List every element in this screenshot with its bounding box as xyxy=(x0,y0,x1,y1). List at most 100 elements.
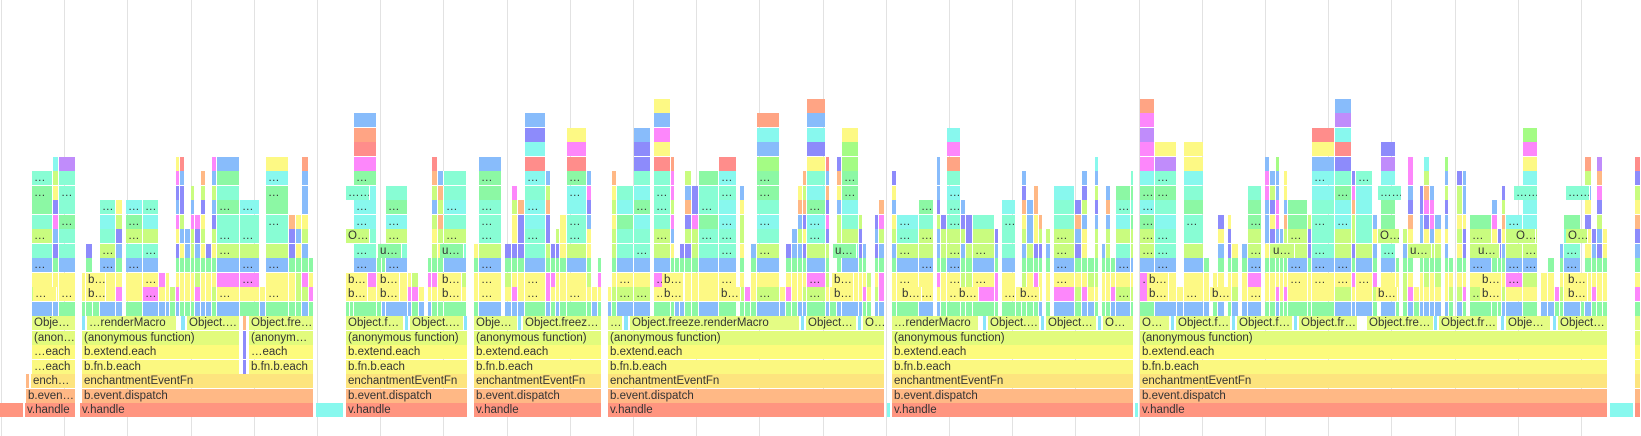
call-frame[interactable]: … xyxy=(100,258,116,272)
call-frame[interactable] xyxy=(757,113,780,127)
call-frame[interactable] xyxy=(654,243,671,258)
call-frame[interactable] xyxy=(685,258,692,272)
call-frame[interactable] xyxy=(201,287,206,301)
call-frame[interactable]: …fn xyxy=(346,185,370,200)
call-frame[interactable] xyxy=(195,301,201,316)
call-frame[interactable] xyxy=(1523,156,1538,171)
call-frame[interactable] xyxy=(1265,200,1270,214)
call-frame[interactable] xyxy=(1232,301,1239,316)
call-frame[interactable] xyxy=(803,214,807,229)
call-frame[interactable] xyxy=(1232,287,1239,301)
call-frame[interactable] xyxy=(1445,214,1449,229)
call-frame[interactable]: … xyxy=(842,185,859,200)
call-frame[interactable]: … xyxy=(354,214,377,229)
call-frame[interactable] xyxy=(53,185,59,200)
call-frame[interactable] xyxy=(1308,258,1312,272)
call-frame[interactable] xyxy=(1242,243,1248,258)
call-frame[interactable] xyxy=(654,127,671,142)
call-frame[interactable] xyxy=(243,359,247,374)
call-frame[interactable] xyxy=(1242,301,1248,316)
call-frame[interactable] xyxy=(1039,214,1043,229)
call-frame[interactable] xyxy=(1445,243,1449,258)
call-frame[interactable] xyxy=(1502,200,1506,214)
call-frame[interactable] xyxy=(525,127,546,142)
call-frame[interactable]: Object.f… xyxy=(1176,316,1231,330)
call-frame[interactable] xyxy=(859,258,863,272)
call-frame[interactable] xyxy=(1276,287,1280,301)
call-frame[interactable]: … xyxy=(1523,258,1538,272)
call-frame[interactable] xyxy=(617,229,634,243)
call-frame[interactable] xyxy=(1435,214,1442,229)
call-frame[interactable] xyxy=(1408,272,1414,287)
call-frame[interactable]: (anonym… xyxy=(249,330,314,345)
call-frame[interactable] xyxy=(53,243,59,258)
call-frame[interactable] xyxy=(1102,301,1106,316)
call-frame[interactable] xyxy=(432,243,438,258)
call-frame[interactable] xyxy=(1597,200,1603,214)
call-frame[interactable]: … xyxy=(1356,171,1373,185)
call-frame[interactable] xyxy=(671,200,675,214)
call-frame[interactable]: (anonymous function) xyxy=(1140,330,1608,345)
call-frame[interactable] xyxy=(1022,229,1027,243)
call-frame[interactable] xyxy=(961,243,966,258)
call-frame[interactable] xyxy=(671,185,675,200)
call-frame[interactable] xyxy=(859,272,863,287)
call-frame[interactable] xyxy=(1523,214,1538,229)
call-frame[interactable] xyxy=(1424,200,1430,214)
call-frame[interactable]: … xyxy=(59,185,76,200)
call-frame[interactable]: b.fn.b.each xyxy=(82,359,240,374)
call-frame[interactable] xyxy=(1373,214,1378,229)
call-frame[interactable] xyxy=(560,214,567,229)
call-frame[interactable] xyxy=(1312,156,1335,171)
call-frame[interactable] xyxy=(837,214,842,229)
call-frame[interactable] xyxy=(1228,229,1232,243)
call-frame[interactable] xyxy=(961,258,966,272)
call-frame[interactable] xyxy=(937,272,941,287)
call-frame[interactable] xyxy=(842,142,859,156)
call-frame[interactable] xyxy=(116,287,123,301)
call-frame[interactable]: … xyxy=(1054,229,1075,243)
call-frame[interactable] xyxy=(1027,200,1034,214)
call-frame[interactable]: … xyxy=(1248,287,1262,301)
call-frame[interactable] xyxy=(296,243,302,258)
call-frame[interactable] xyxy=(1585,287,1592,301)
call-frame[interactable] xyxy=(1581,301,1585,316)
call-frame[interactable] xyxy=(1034,229,1039,243)
call-frame[interactable]: … xyxy=(479,214,502,229)
call-frame[interactable] xyxy=(1420,287,1424,301)
call-frame[interactable] xyxy=(296,272,302,287)
call-frame[interactable] xyxy=(842,229,859,243)
call-frame[interactable] xyxy=(1034,272,1039,287)
call-frame[interactable] xyxy=(206,272,212,287)
call-frame[interactable] xyxy=(1597,156,1603,171)
call-frame[interactable] xyxy=(798,185,803,200)
call-frame[interactable] xyxy=(941,272,947,287)
call-frame[interactable] xyxy=(1430,301,1435,316)
call-frame[interactable] xyxy=(354,156,377,171)
call-frame[interactable] xyxy=(201,301,206,316)
call-frame[interactable]: … xyxy=(354,258,377,272)
call-frame[interactable] xyxy=(745,301,751,316)
call-frame[interactable] xyxy=(206,287,212,301)
call-frame[interactable] xyxy=(1445,185,1449,200)
call-frame[interactable] xyxy=(1457,229,1463,243)
call-frame[interactable] xyxy=(206,243,212,258)
call-frame[interactable]: … xyxy=(100,243,116,258)
call-frame[interactable] xyxy=(807,301,826,316)
call-frame[interactable] xyxy=(919,214,934,229)
call-frame[interactable] xyxy=(170,301,176,316)
call-frame[interactable] xyxy=(1597,171,1603,185)
call-frame[interactable] xyxy=(1204,272,1210,287)
call-frame[interactable] xyxy=(634,171,651,185)
call-frame[interactable] xyxy=(1312,287,1335,301)
call-frame[interactable] xyxy=(1116,301,1131,316)
call-frame[interactable]: … xyxy=(1312,214,1335,229)
call-frame[interactable] xyxy=(892,200,897,214)
call-frame[interactable] xyxy=(1396,301,1400,316)
call-frame[interactable] xyxy=(1502,185,1506,200)
call-frame[interactable]: enchantmentEventFn xyxy=(892,374,1134,388)
call-frame[interactable] xyxy=(875,287,879,301)
call-frame[interactable] xyxy=(1232,243,1239,258)
call-frame[interactable] xyxy=(617,301,634,316)
call-frame[interactable] xyxy=(59,171,76,185)
